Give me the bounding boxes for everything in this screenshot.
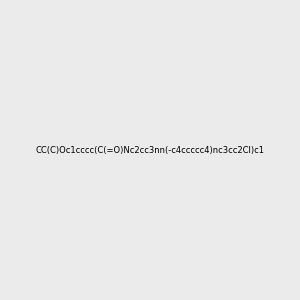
Text: CC(C)Oc1cccc(C(=O)Nc2cc3nn(-c4ccccc4)nc3cc2Cl)c1: CC(C)Oc1cccc(C(=O)Nc2cc3nn(-c4ccccc4)nc3… [35, 146, 265, 154]
